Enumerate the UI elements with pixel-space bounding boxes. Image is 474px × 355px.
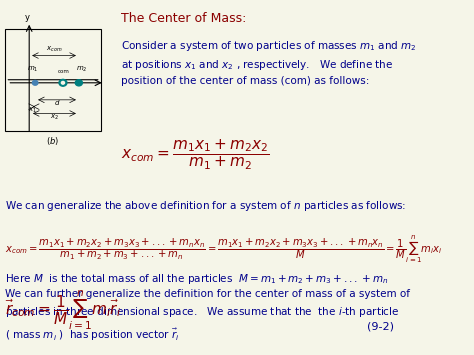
Circle shape — [59, 80, 67, 86]
Text: $x_{com} = \dfrac{m_1 x_1 + m_2 x_2 + m_3 x_3 + ...+ m_n x_n}{m_1 + m_2 + m_3 + : $x_{com} = \dfrac{m_1 x_1 + m_2 x_2 + m_… — [5, 233, 443, 264]
Text: $(b)$: $(b)$ — [46, 136, 60, 147]
Text: $x_1$: $x_1$ — [28, 106, 37, 115]
Text: y: y — [25, 13, 30, 22]
Circle shape — [61, 81, 64, 84]
Text: com: com — [58, 69, 70, 73]
Circle shape — [32, 81, 38, 85]
Text: $x_{com} = \dfrac{m_1 x_1 + m_2 x_2}{m_1 + m_2}$: $x_{com} = \dfrac{m_1 x_1 + m_2 x_2}{m_1… — [120, 138, 269, 172]
Text: $\vec{r}_{com} = \dfrac{1}{M}\sum_{i=1}^{n} m_i \vec{r}_i$: $\vec{r}_{com} = \dfrac{1}{M}\sum_{i=1}^… — [5, 288, 121, 332]
Text: We can generalize the above definition for a system of $n$ particles as follows:: We can generalize the above definition f… — [5, 199, 407, 213]
Text: (9-2): (9-2) — [367, 322, 394, 332]
Text: $m_1$: $m_1$ — [27, 65, 39, 74]
Text: Consider a system of two particles of masses $m_1$ and $m_2$
at positions $x_1$ : Consider a system of two particles of ma… — [120, 39, 416, 86]
Text: Here $M$  is the total mass of all the particles  $M = m_1 + m_2 + m_3 + ...+ m_: Here $M$ is the total mass of all the pa… — [5, 272, 389, 286]
Text: $x_2$: $x_2$ — [50, 113, 59, 122]
Text: We can further generalize the definition for the center of mass of a system of
p: We can further generalize the definition… — [5, 289, 410, 343]
Text: The Center of Mass:: The Center of Mass: — [120, 12, 246, 24]
Circle shape — [75, 80, 82, 86]
Text: $m_2$: $m_2$ — [76, 65, 88, 74]
Text: $d$: $d$ — [54, 98, 60, 107]
Text: $x_{com}$: $x_{com}$ — [46, 44, 62, 54]
